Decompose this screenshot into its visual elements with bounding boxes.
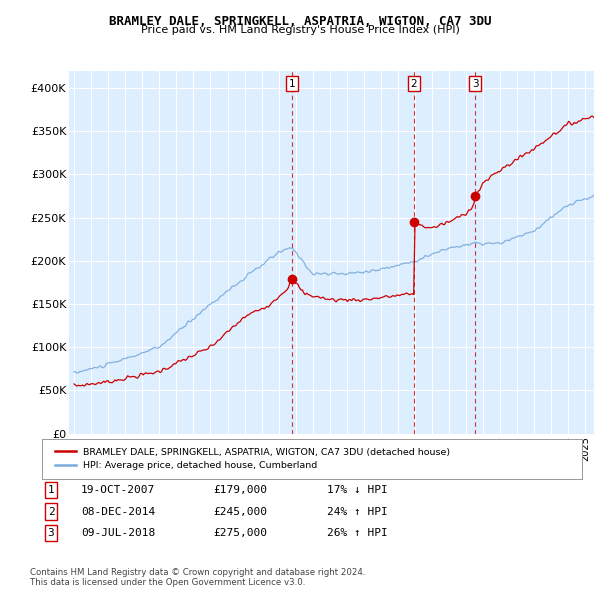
Text: BRAMLEY DALE, SPRINGKELL, ASPATRIA, WIGTON, CA7 3DU: BRAMLEY DALE, SPRINGKELL, ASPATRIA, WIGT… [109,15,491,28]
Text: 2: 2 [47,507,55,516]
Text: £179,000: £179,000 [213,485,267,494]
Text: £245,000: £245,000 [213,507,267,516]
Text: 19-OCT-2007: 19-OCT-2007 [81,485,155,494]
Text: Contains HM Land Registry data © Crown copyright and database right 2024.
This d: Contains HM Land Registry data © Crown c… [30,568,365,587]
Text: 09-JUL-2018: 09-JUL-2018 [81,529,155,538]
Text: 17% ↓ HPI: 17% ↓ HPI [327,485,388,494]
Text: 08-DEC-2014: 08-DEC-2014 [81,507,155,516]
Text: 2: 2 [410,78,417,88]
Text: £275,000: £275,000 [213,529,267,538]
Text: 1: 1 [289,78,296,88]
Legend: BRAMLEY DALE, SPRINGKELL, ASPATRIA, WIGTON, CA7 3DU (detached house), HPI: Avera: BRAMLEY DALE, SPRINGKELL, ASPATRIA, WIGT… [49,442,456,476]
Text: 26% ↑ HPI: 26% ↑ HPI [327,529,388,538]
Text: Price paid vs. HM Land Registry's House Price Index (HPI): Price paid vs. HM Land Registry's House … [140,25,460,35]
Text: 3: 3 [472,78,478,88]
Text: 1: 1 [47,485,55,494]
Text: 24% ↑ HPI: 24% ↑ HPI [327,507,388,516]
Text: 3: 3 [47,529,55,538]
